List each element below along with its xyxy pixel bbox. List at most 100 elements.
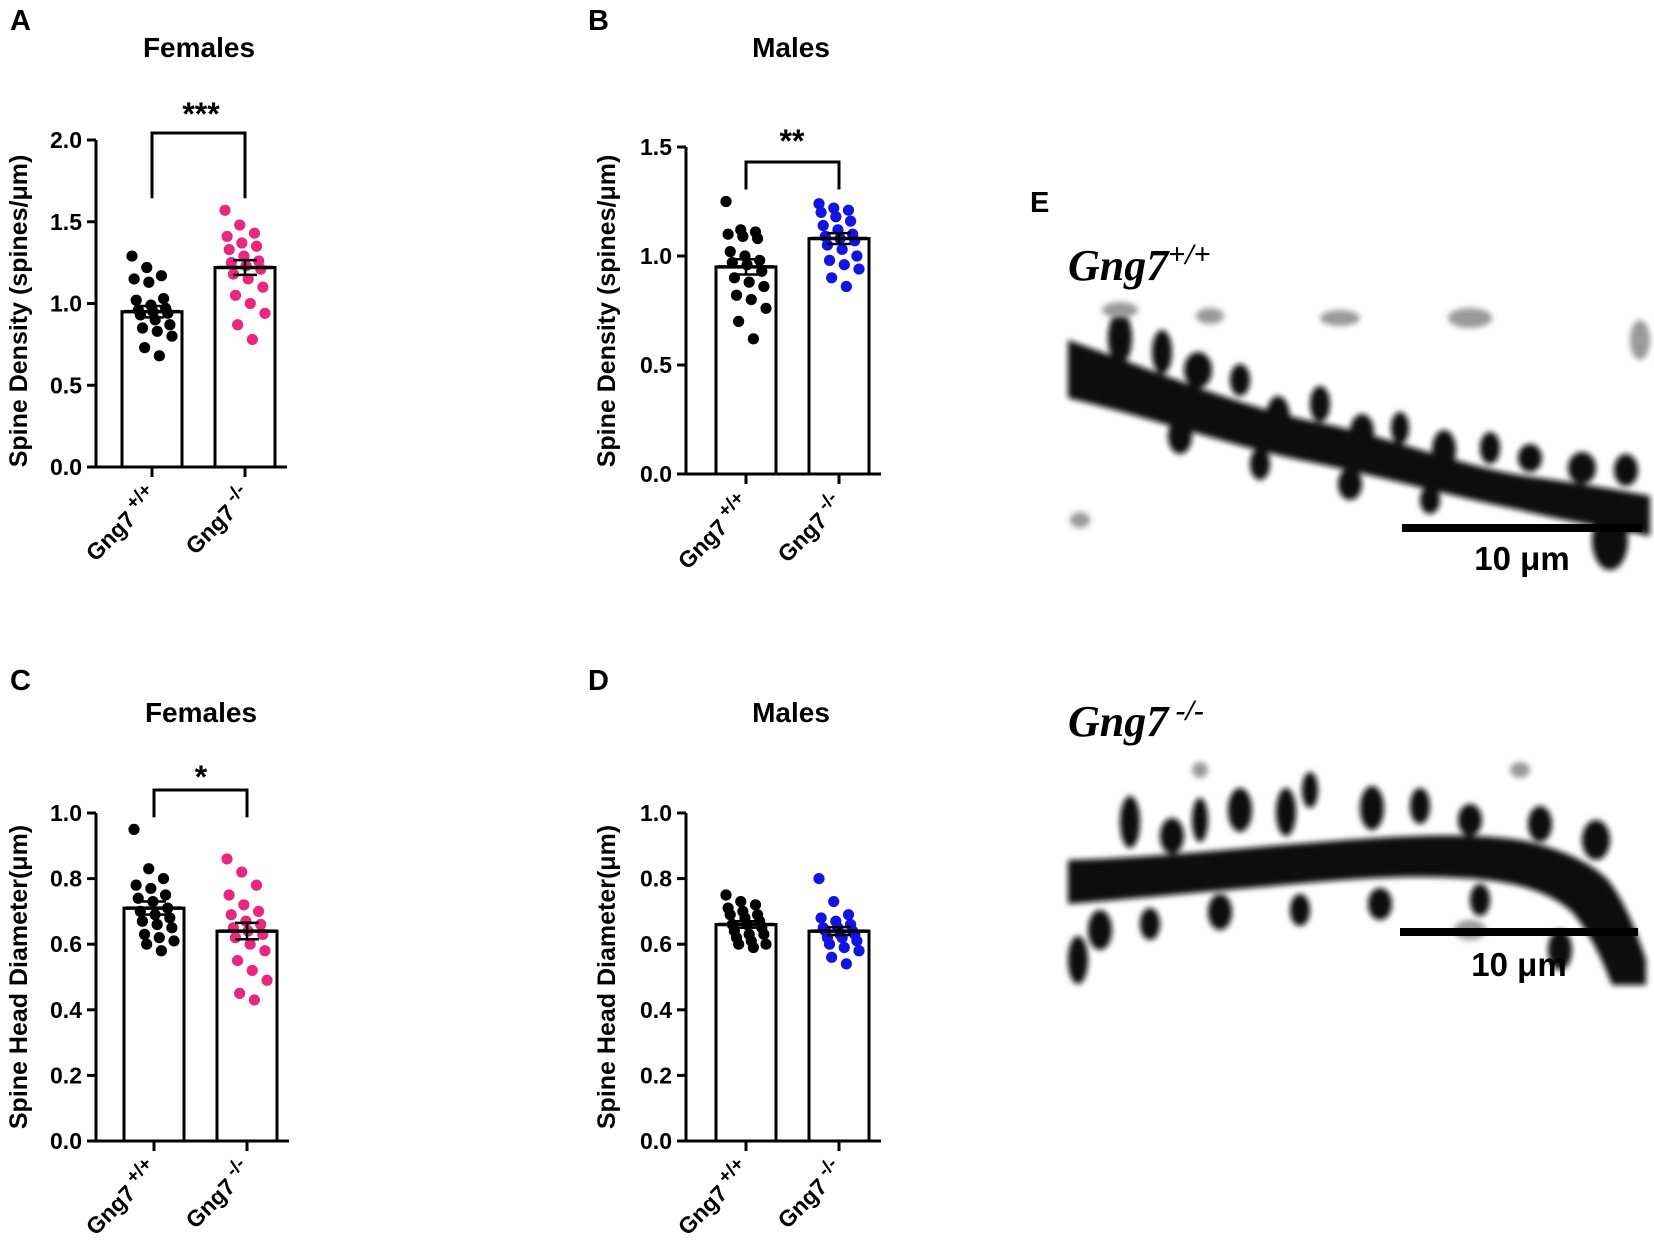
y-tick-label: 1.0 bbox=[640, 800, 672, 826]
x-category-label: Gng7+/+ bbox=[77, 480, 163, 566]
data-point bbox=[238, 250, 250, 262]
data-point bbox=[130, 294, 142, 306]
bar bbox=[807, 237, 871, 476]
data-point bbox=[166, 330, 178, 342]
data-point bbox=[138, 928, 151, 940]
data-point bbox=[130, 879, 142, 891]
data-point bbox=[159, 889, 172, 901]
y-tick-label: 1.5 bbox=[640, 134, 672, 160]
data-point bbox=[760, 302, 772, 314]
data-point bbox=[136, 915, 149, 927]
data-point bbox=[851, 250, 863, 262]
data-point bbox=[813, 198, 825, 210]
panel-b: B Males Spine Density (spines/μm) ** 0.0… bbox=[588, 5, 881, 574]
data-point bbox=[842, 909, 855, 921]
y-tick-label: 0.8 bbox=[640, 866, 672, 892]
data-point bbox=[236, 866, 248, 878]
data-point bbox=[743, 276, 755, 288]
data-point bbox=[823, 938, 836, 950]
data-point bbox=[246, 964, 258, 977]
data-point bbox=[747, 941, 759, 954]
svg-text:Gng7+/+: Gng7+/+ bbox=[77, 1154, 163, 1240]
data-point bbox=[229, 932, 242, 944]
data-point bbox=[236, 237, 248, 249]
x-category-label: Gng7-/- bbox=[772, 1154, 841, 1234]
data-point bbox=[724, 909, 736, 921]
data-point bbox=[830, 211, 842, 223]
x-category-label: Gng7-/- bbox=[772, 488, 841, 568]
chart-plot: 0.0 0.2 0.4 0.6 0.8 1.0 bbox=[640, 800, 881, 1154]
data-point bbox=[248, 994, 260, 1006]
data-point bbox=[248, 227, 261, 239]
data-point bbox=[751, 232, 764, 245]
data-point bbox=[840, 958, 852, 970]
data-point bbox=[754, 254, 766, 266]
chart-plot: 0.0 0.5 1.0 1.5 2.0 bbox=[50, 127, 287, 480]
svg-text:Gng7+/+: Gng7+/+ bbox=[77, 480, 163, 566]
y-tick-label: 0.6 bbox=[640, 931, 672, 957]
bar bbox=[215, 929, 279, 1143]
y-tick-label: 0.2 bbox=[640, 1062, 672, 1088]
data-point bbox=[720, 889, 732, 901]
chart-plot: 0.0 0.5 1.0 1.5 bbox=[640, 134, 881, 487]
y-tick-label: 0.2 bbox=[50, 1062, 82, 1088]
x-category-label: Gng7+/+ bbox=[77, 1154, 163, 1240]
significance-bracket bbox=[152, 788, 249, 818]
data-point bbox=[238, 899, 250, 911]
data-point bbox=[828, 202, 840, 214]
significance-marker: ** bbox=[780, 123, 805, 159]
data-point bbox=[157, 292, 170, 305]
panel-e: E Gng7+/+ bbox=[1030, 187, 1650, 985]
data-point bbox=[128, 273, 140, 285]
y-tick-label: 1.0 bbox=[640, 243, 672, 269]
data-point bbox=[840, 280, 852, 293]
data-point bbox=[836, 243, 848, 256]
panel-letter: C bbox=[10, 665, 31, 697]
bar bbox=[714, 923, 778, 1143]
data-point bbox=[250, 879, 263, 891]
y-tick-label: 0.5 bbox=[640, 352, 672, 378]
svg-text:Gng7+/+: Gng7+/+ bbox=[669, 1154, 755, 1240]
scale-bar bbox=[1400, 928, 1638, 936]
data-point bbox=[151, 918, 163, 931]
dendrite-micrograph-ko: 10 μm bbox=[1068, 760, 1648, 985]
y-axis-label: Spine Density (spines/μm) bbox=[5, 155, 33, 468]
data-point bbox=[155, 270, 168, 282]
data-point bbox=[760, 938, 772, 950]
data-point bbox=[745, 294, 757, 306]
data-point bbox=[219, 204, 231, 216]
data-point bbox=[151, 325, 163, 337]
data-point bbox=[259, 307, 271, 319]
y-tick-label: 1.0 bbox=[50, 800, 82, 826]
data-point bbox=[853, 263, 865, 275]
chart-title: Females bbox=[145, 697, 257, 728]
data-point bbox=[257, 281, 269, 293]
data-point bbox=[166, 922, 178, 934]
data-point bbox=[823, 254, 836, 266]
data-point bbox=[747, 333, 759, 345]
data-point bbox=[153, 932, 165, 944]
data-point bbox=[817, 219, 829, 232]
svg-text:Gng7+/+: Gng7+/+ bbox=[669, 488, 755, 574]
panel-letter: E bbox=[1030, 187, 1049, 219]
svg-text:Gng7-/-: Gng7-/- bbox=[177, 480, 257, 560]
chart-title: Males bbox=[752, 697, 830, 728]
y-tick-label: 1.5 bbox=[50, 209, 82, 235]
data-point bbox=[246, 333, 258, 346]
y-tick-label: 0.4 bbox=[50, 997, 82, 1023]
dendrite-micrograph-wt: 10 μm bbox=[1068, 302, 1650, 578]
bar bbox=[122, 906, 186, 1143]
data-point bbox=[749, 899, 762, 911]
data-point bbox=[232, 319, 244, 331]
data-point bbox=[225, 909, 237, 921]
data-point bbox=[153, 350, 165, 362]
data-point bbox=[838, 259, 850, 271]
data-point bbox=[141, 938, 153, 950]
data-point bbox=[722, 228, 734, 240]
y-axis-label: Spine Head Diameter(μm) bbox=[593, 825, 621, 1129]
y-axis-label: Spine Head Diameter(μm) bbox=[5, 825, 33, 1129]
scale-bar-label: 10 μm bbox=[1471, 946, 1566, 983]
data-point bbox=[853, 945, 865, 957]
data-point bbox=[244, 938, 256, 950]
x-category-label: Gng7+/+ bbox=[669, 488, 755, 574]
